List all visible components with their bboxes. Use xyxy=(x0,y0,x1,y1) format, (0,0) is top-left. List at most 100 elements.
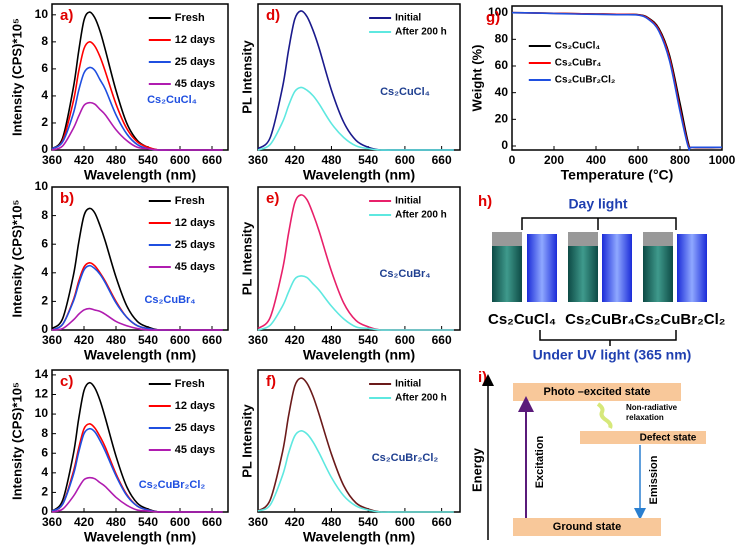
x-tick-label: 480 xyxy=(106,333,126,347)
series-line xyxy=(51,101,223,151)
plot-frame xyxy=(51,186,229,331)
x-tick-label: 660 xyxy=(202,333,222,347)
y-tick-label: 0 xyxy=(41,322,48,336)
vial-cap xyxy=(492,232,522,246)
level-label: Defect state xyxy=(640,433,697,444)
y-axis-label: Intensity (CPS)*10⁵ xyxy=(9,382,24,500)
x-tick-label: 600 xyxy=(395,333,415,347)
panel-label: c) xyxy=(60,373,73,390)
series-line xyxy=(51,427,223,513)
vial xyxy=(568,246,598,302)
level xyxy=(580,431,706,444)
vial xyxy=(527,234,557,302)
level-label: Ground state xyxy=(553,521,621,533)
series-line xyxy=(51,423,223,513)
panel-label: d) xyxy=(266,7,280,24)
annotation: Cs₂CuBr₂Cl₂ xyxy=(139,479,206,491)
x-tick-label: 540 xyxy=(358,333,378,347)
x-tick-label: 660 xyxy=(432,515,452,529)
y-tick-label: 10 xyxy=(35,7,49,21)
legend-label: Fresh xyxy=(175,12,205,24)
x-tick-label: 360 xyxy=(42,333,62,347)
energy-diagram: i) Energy Photo –excited state Non-radia… xyxy=(469,369,706,540)
x-tick-label: 480 xyxy=(321,333,341,347)
x-tick-label: 540 xyxy=(358,153,378,167)
annotation: Cs₂CuBr₂Cl₂ xyxy=(372,452,439,464)
x-tick-label: 540 xyxy=(138,333,158,347)
x-tick-label: 1000 xyxy=(709,153,736,167)
legend-label: Initial xyxy=(395,196,421,207)
y-tick-label: 2 xyxy=(41,485,48,499)
y-tick-label: 10 xyxy=(35,179,49,193)
x-axis-label: Wavelength (nm) xyxy=(303,167,415,183)
x-tick-label: 600 xyxy=(170,153,190,167)
series-line xyxy=(257,86,454,151)
legend-label: 45 days xyxy=(175,444,215,456)
x-tick-label: 480 xyxy=(321,153,341,167)
sample-label: Cs₂CuBr₄ xyxy=(565,311,635,328)
legend-label: 12 days xyxy=(175,217,215,229)
legend-label: Fresh xyxy=(175,195,205,207)
y-tick-label: 60 xyxy=(495,58,509,72)
annotation: Cs₂CuCl₄ xyxy=(147,94,197,106)
x-tick-label: 360 xyxy=(42,515,62,529)
axis-label: Energy xyxy=(469,447,484,492)
y-tick-label: 14 xyxy=(35,367,49,381)
x-tick-label: 480 xyxy=(106,153,126,167)
photo-caption: Day light xyxy=(568,196,627,212)
x-tick-label: 600 xyxy=(395,153,415,167)
vial xyxy=(643,246,673,302)
relax-label: Non-radiative xyxy=(626,403,678,412)
x-tick-label: 0 xyxy=(509,153,516,167)
series-line xyxy=(511,11,722,151)
plot-frame xyxy=(51,3,229,151)
sample-label: Cs₂CuBr₂Cl₂ xyxy=(635,311,726,328)
x-axis-label: Wavelength (nm) xyxy=(303,347,415,363)
plot-frame xyxy=(257,369,461,513)
y-tick-label: 2 xyxy=(41,294,48,308)
x-tick-label: 540 xyxy=(358,515,378,529)
y-tick-label: 100 xyxy=(488,5,508,19)
y-tick-label: 6 xyxy=(41,445,48,459)
panel-label: h) xyxy=(478,193,492,210)
x-axis-label: Wavelength (nm) xyxy=(84,347,196,363)
x-tick-label: 360 xyxy=(42,153,62,167)
x-tick-label: 420 xyxy=(74,515,94,529)
legend-label: 12 days xyxy=(175,34,215,46)
y-tick-label: 12 xyxy=(35,387,49,401)
y-tick-label: 0 xyxy=(501,138,508,152)
panel-label: f) xyxy=(266,373,276,390)
x-tick-label: 480 xyxy=(321,515,341,529)
y-axis-label: PL Intensity xyxy=(239,404,254,478)
y-tick-label: 80 xyxy=(495,32,509,46)
legend-label: 12 days xyxy=(175,400,215,412)
y-tick-label: 0 xyxy=(41,504,48,518)
sample-label: Cs₂CuCl₄ xyxy=(488,311,556,328)
photo-caption: Under UV light (365 nm) xyxy=(533,347,692,363)
x-tick-label: 600 xyxy=(628,153,648,167)
legend-label: 45 days xyxy=(175,261,215,273)
y-tick-label: 20 xyxy=(495,112,509,126)
bracket xyxy=(539,330,677,346)
legend-label: 25 days xyxy=(175,56,215,68)
legend-label: 25 days xyxy=(175,422,215,434)
panel-label: e) xyxy=(266,190,279,207)
x-tick-label: 360 xyxy=(248,333,268,347)
annotation: Cs₂CuBr₄ xyxy=(144,294,195,306)
legend-label: 25 days xyxy=(175,239,215,251)
x-axis-label: Temperature (°C) xyxy=(561,167,674,183)
series-line xyxy=(51,476,223,513)
photo-panel: h) Day light Cs₂CuCl₄ Cs₂CuBr₄ Cs₂CuBr₂C… xyxy=(478,193,725,363)
legend-label: After 200 h xyxy=(395,393,447,404)
arrow-label: Excitation xyxy=(534,435,546,488)
x-tick-label: 600 xyxy=(170,333,190,347)
y-tick-label: 40 xyxy=(495,85,509,99)
x-tick-label: 660 xyxy=(432,333,452,347)
vial-cap xyxy=(568,232,598,246)
x-tick-label: 660 xyxy=(202,515,222,529)
y-tick-label: 2 xyxy=(41,115,48,129)
y-axis-label: Weight (%) xyxy=(469,45,484,112)
x-tick-label: 420 xyxy=(285,333,305,347)
y-tick-label: 8 xyxy=(41,426,48,440)
